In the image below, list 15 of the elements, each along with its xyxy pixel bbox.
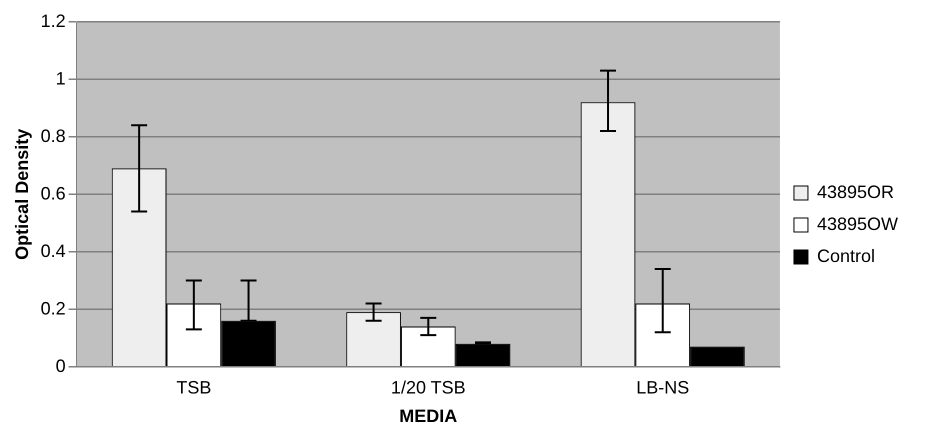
x-tick-label: LB-NS: [636, 378, 690, 398]
y-tick-label: 0.4: [40, 240, 66, 261]
y-tick-label: 1.2: [40, 10, 66, 31]
x-tick-label: 1/20 TSB: [390, 378, 466, 398]
y-tick-label: 1: [56, 68, 66, 88]
legend-label: 43895OR: [816, 182, 894, 202]
x-tick-label: TSB: [176, 378, 212, 398]
legend-label: Control: [816, 246, 875, 266]
y-tick-label: 0.6: [40, 183, 66, 204]
y-tick-label: 0: [56, 356, 66, 376]
legend-label: 43895OW: [816, 214, 898, 234]
y-tick-label: 0.8: [40, 126, 66, 146]
y-axis-title: Optical Density: [12, 128, 32, 260]
x-axis-title: MEDIA: [399, 406, 458, 426]
y-tick-label: 0.2: [40, 298, 66, 318]
